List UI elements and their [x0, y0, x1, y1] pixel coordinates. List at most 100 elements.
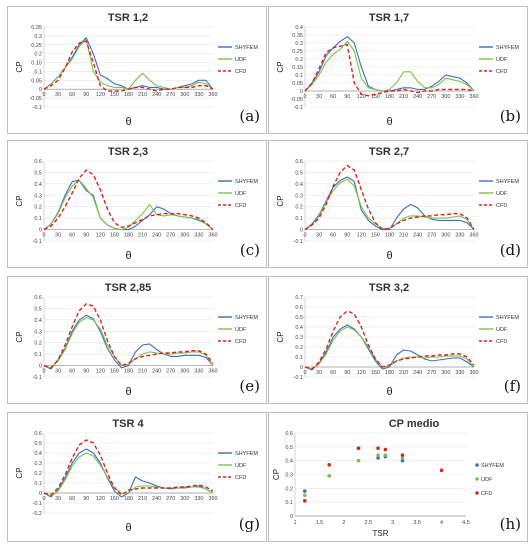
x-tick-label: 150: [371, 233, 380, 239]
chart-panel-6: TSR 3,2 (f) -0.1 0 0.1 0.2 0.3 0.4 0.5 0.6 0.7 0 30 6…: [268, 276, 528, 404]
x-tick-label: 90: [83, 92, 89, 98]
legend-label: SHYFEM: [496, 315, 519, 321]
x-tick-label: 60: [69, 233, 75, 239]
series-line-cfd: [43, 439, 214, 496]
x-tick-label: 150: [110, 92, 119, 98]
y-tick-label: 0.5: [34, 170, 42, 176]
x-axis-label: θ: [125, 522, 131, 534]
scatter-point-cfd: [302, 498, 307, 503]
panel-label: (a): [239, 107, 260, 125]
chart-svg: TSR 1,7(b)-0.1-0.0500.050.10.150.20.250.…: [276, 12, 521, 128]
series-line-cfd: [43, 169, 214, 231]
x-tick-label: 4.5: [462, 520, 470, 526]
x-tick-label: 1.5: [316, 520, 324, 526]
x-tick-label: 240: [152, 233, 161, 239]
series-line-shyfem: [304, 176, 475, 231]
x-tick-label: 300: [180, 369, 189, 375]
x-tick-label: 0: [303, 233, 306, 239]
scatter-point-cfd: [376, 446, 380, 451]
y-axis-label: CP: [276, 331, 285, 342]
y-tick-label: -0.1: [33, 375, 42, 381]
chart-svg: TSR 4(g)-0.2-0.100.10.20.30.40.50.60 30 60…: [15, 418, 260, 534]
y-tick-label: 0.2: [295, 57, 303, 63]
y-tick-label: 0.1: [285, 500, 293, 506]
x-tick-label: 210: [138, 92, 147, 98]
scatter-point-cfd: [356, 446, 361, 451]
chart-svg: TSR 2,85(e)-0.100.10.20.30.40.50.60 30 60 9…: [15, 282, 260, 398]
legend-label: SHYFEM: [235, 179, 258, 185]
y-tick-label: 0.4: [34, 182, 42, 188]
x-tick-label: 240: [413, 94, 422, 100]
x-tick-label: 60: [330, 233, 336, 239]
y-tick-label: 0.6: [295, 305, 303, 311]
chart-panel-4: TSR 2,7 (d) -0.1 0 0.1 0.2 0.3 0.4 0.5 0.6 0 30 60 90…: [268, 140, 528, 268]
x-tick-label: 300: [180, 92, 189, 98]
y-tick-label: 0.6: [34, 159, 42, 165]
y-tick-label: 0.25: [292, 49, 303, 55]
chart-panel-7: TSR 4 (g) -0.2 -0.1 0 0.1 0.2 0.3 0.4 0.5 0.6 0 30 60…: [7, 412, 267, 542]
y-tick-label: 0.2: [34, 205, 42, 211]
x-tick-label: 180: [385, 370, 394, 376]
panel-label: (e): [239, 377, 260, 395]
y-tick-label: 0.3: [295, 41, 303, 47]
y-tick-label: 0.1: [295, 73, 303, 79]
y-tick-label: 0.5: [295, 315, 303, 321]
x-tick-label: 60: [330, 370, 336, 376]
legend-label: UDF: [496, 327, 508, 333]
scatter-point-udf: [383, 453, 388, 457]
y-axis-label: CP: [15, 61, 24, 72]
y-tick-label: 0.1: [34, 352, 42, 358]
x-tick-label: 120: [357, 233, 366, 239]
y-tick-label: 0: [39, 87, 42, 93]
x-tick-label: 60: [69, 92, 75, 98]
x-axis-label: θ: [386, 386, 392, 398]
x-axis-label: θ: [386, 250, 392, 262]
x-tick-label: 0: [303, 94, 306, 100]
x-tick-label: 360: [208, 369, 217, 375]
x-tick-label: 330: [455, 94, 464, 100]
y-tick-label: 0.1: [34, 481, 42, 487]
x-tick-label: 60: [330, 94, 336, 100]
legend-label: SHYFEM: [496, 45, 519, 51]
y-tick-label: 0.5: [34, 306, 42, 312]
legend-label: CFD: [235, 475, 246, 481]
y-tick-label: 0: [300, 228, 303, 234]
y-tick-label: 0.3: [34, 461, 42, 467]
series-line-udf: [43, 452, 214, 497]
y-tick-label: 0.35: [31, 25, 42, 31]
y-tick-label: -0.1: [294, 105, 303, 111]
y-tick-label: 0: [39, 364, 42, 370]
x-tick-label: 240: [413, 370, 422, 376]
x-tick-label: 270: [166, 496, 175, 502]
scatter-point-cfd: [327, 463, 331, 467]
legend-marker: [475, 477, 479, 481]
x-tick-label: 30: [55, 92, 61, 98]
x-tick-label: 1: [293, 520, 296, 526]
y-tick-label: 0.3: [295, 335, 303, 341]
legend-label: UDF: [481, 477, 493, 483]
y-tick-label: 0.6: [34, 431, 42, 437]
x-tick-label: 240: [413, 233, 422, 239]
legend-label: SHYFEM: [235, 315, 258, 321]
x-axis-label: TSR: [373, 529, 389, 538]
legend-label: UDF: [235, 463, 247, 469]
x-tick-label: 330: [194, 233, 203, 239]
x-tick-label: 30: [55, 496, 61, 502]
x-tick-label: 120: [96, 496, 105, 502]
x-tick-label: 300: [180, 496, 189, 502]
x-tick-label: 180: [124, 92, 133, 98]
panel-label: (f): [504, 377, 521, 395]
chart-svg: TSR 3,2(f)-0.100.10.20.30.40.50.60.70 30 6…: [276, 282, 521, 398]
scatter-point-shyfem: [376, 456, 380, 460]
x-tick-label: 90: [83, 233, 89, 239]
x-tick-label: 240: [152, 496, 161, 502]
y-tick-label: 0.4: [295, 325, 303, 331]
chart-title: CP medio: [389, 418, 440, 430]
x-tick-label: 330: [194, 369, 203, 375]
series-line-shyfem: [43, 179, 214, 231]
y-tick-label: 0.4: [34, 451, 42, 457]
x-tick-label: 0: [42, 92, 45, 98]
scatter-point-udf: [376, 453, 380, 457]
x-tick-label: 0: [42, 369, 45, 375]
x-tick-label: 120: [357, 370, 366, 376]
